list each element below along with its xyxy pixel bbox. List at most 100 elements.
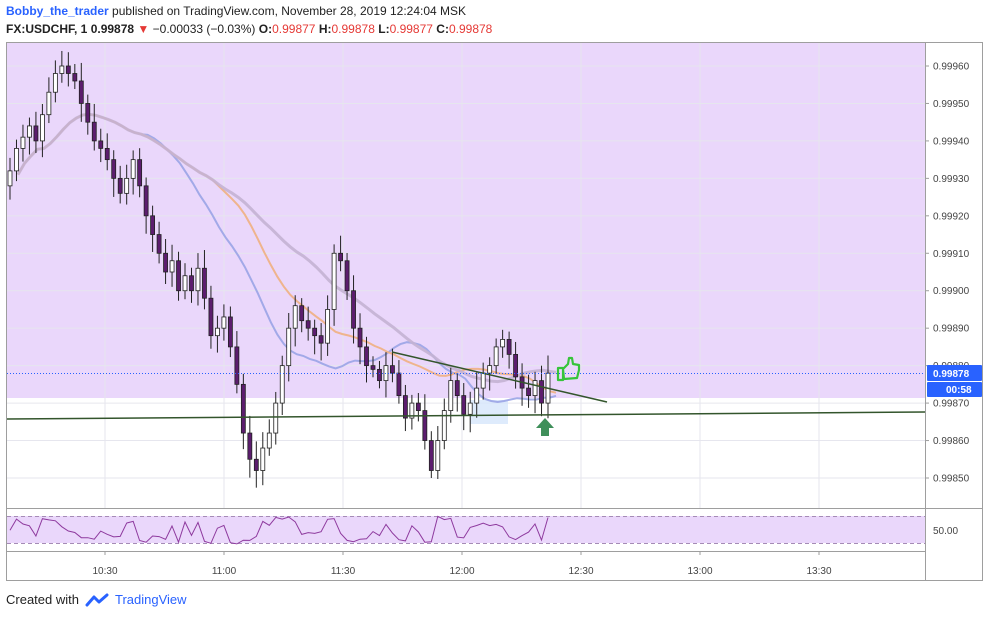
candle-body <box>130 159 136 179</box>
rsi-line <box>9 515 549 545</box>
candle-body <box>27 125 32 138</box>
time-tick-label: 11:30 <box>331 566 356 577</box>
candle-body <box>240 383 246 434</box>
candle-body <box>72 73 78 82</box>
open-value: 0.99877 <box>272 22 316 36</box>
created-with-label: Created with <box>6 592 79 607</box>
candle-body <box>532 380 538 397</box>
candle-body <box>454 380 460 397</box>
support-trendline[interactable] <box>6 411 926 420</box>
candle-body <box>539 380 544 404</box>
candle-body <box>331 252 337 310</box>
open-label: O: <box>258 22 273 36</box>
low-label: L: <box>378 22 390 36</box>
highlight-box <box>470 400 508 424</box>
candle-body <box>137 159 143 187</box>
candle-body <box>500 339 506 348</box>
candle-body <box>422 410 428 441</box>
candle-body <box>7 170 13 187</box>
price-change: −0.00033 (−0.03%) <box>152 22 256 36</box>
candle-body <box>195 267 201 292</box>
grid <box>7 43 925 508</box>
arrow-up-icon <box>536 418 554 436</box>
candle-body <box>202 267 207 299</box>
time-tick-label: 12:30 <box>568 566 593 577</box>
candle-body <box>124 177 130 194</box>
price-tick-label: 0.99950 <box>933 99 970 110</box>
close-label: C: <box>436 22 449 36</box>
candle-body <box>104 147 110 161</box>
candle-body <box>234 346 240 385</box>
candle-body <box>46 91 52 116</box>
author-name[interactable]: Bobby_the_trader <box>6 4 109 18</box>
candle-body <box>33 125 39 142</box>
candle-body <box>441 410 447 441</box>
down-arrow-icon: ▼ <box>137 22 150 36</box>
candle-body <box>357 327 363 348</box>
candle-body <box>215 327 220 337</box>
price-tick-label: 0.99920 <box>933 211 970 222</box>
chart-frame <box>6 42 983 581</box>
candle-body <box>435 440 441 471</box>
candle-body <box>143 185 149 217</box>
descending-trendline[interactable] <box>391 351 608 403</box>
candle-body <box>59 65 65 74</box>
candle-body <box>169 260 175 273</box>
candle-body <box>221 316 227 329</box>
candle-body <box>448 380 454 411</box>
high-label: H: <box>318 22 332 36</box>
candle-body <box>189 275 194 292</box>
candle-body <box>318 335 324 344</box>
tradingview-logo-icon <box>85 593 109 606</box>
price-tick-label: 0.99930 <box>933 174 970 185</box>
tradingview-link[interactable]: TradingView <box>114 592 187 607</box>
candle-body <box>299 305 305 322</box>
candle-body <box>428 440 434 471</box>
candle-body <box>20 136 26 149</box>
candle-body <box>52 73 58 93</box>
current-price-text: 0.99878 <box>933 369 970 380</box>
price-tick-label: 0.99910 <box>933 249 970 260</box>
ohlc-legend: FX:USDCHF, 1 0.99878 ▼ −0.00033 (−0.03%)… <box>6 22 492 36</box>
candle-body <box>14 147 19 172</box>
candle-body <box>260 447 266 471</box>
candle-body <box>98 140 104 149</box>
candle-body <box>305 320 311 329</box>
candle-body <box>338 252 343 262</box>
close-value: 0.99878 <box>448 22 493 36</box>
candle-body <box>351 290 356 329</box>
price-tick-label: 0.99860 <box>933 436 970 447</box>
candle-body <box>390 365 395 374</box>
candle-body <box>253 458 259 471</box>
price-tick-label: 0.99900 <box>933 286 970 297</box>
last-price: 0.99878 <box>90 22 135 36</box>
candle-body <box>91 121 97 142</box>
candle-body <box>461 395 467 415</box>
candle-body <box>409 402 415 419</box>
candle-body <box>506 339 512 355</box>
candle-body <box>526 387 531 397</box>
candle-body <box>85 103 91 123</box>
candle-body <box>40 114 45 142</box>
candle-body <box>344 260 350 292</box>
candle-body <box>78 80 84 104</box>
symbol-label[interactable]: FX:USDCHF, 1 <box>6 22 88 36</box>
time-tick-label: 13:00 <box>687 566 712 577</box>
candle-body <box>163 252 168 273</box>
candle-body <box>273 402 279 434</box>
candle-body <box>493 346 499 367</box>
candle-body <box>415 402 421 411</box>
candle-body <box>117 177 123 194</box>
countdown-badge <box>927 382 982 397</box>
candle-body <box>312 327 318 337</box>
candle-body <box>279 365 285 404</box>
rsi-band <box>7 516 925 543</box>
candle-body <box>247 432 253 460</box>
candle-body <box>396 372 402 396</box>
candle-body <box>364 346 369 367</box>
countdown-text: 00:58 <box>946 385 972 396</box>
candle-body <box>474 387 480 404</box>
price-tick-label: 0.99850 <box>933 474 970 485</box>
candle-body <box>150 215 156 235</box>
